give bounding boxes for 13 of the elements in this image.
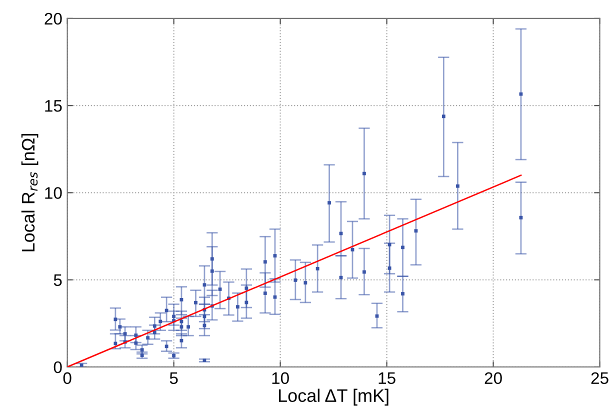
y-tick-label: 20 <box>44 12 62 25</box>
x-tick-label: 5 <box>170 372 178 384</box>
y-tick-label: 10 <box>45 187 62 199</box>
y-tick-label: 5 <box>54 274 62 286</box>
x-tick-label: 10 <box>272 372 289 384</box>
y-tick-label: 15 <box>45 100 62 112</box>
x-tick-label: 15 <box>378 372 396 384</box>
x-axis-title: Local ΔT [mK] <box>278 388 388 406</box>
x-tick-label: 0 <box>63 372 72 384</box>
x-tick-label: 25 <box>591 372 608 384</box>
x-tick-label: 20 <box>484 372 502 384</box>
y-axis-title: Local R$_{res}$ [nΩ] <box>21 134 38 252</box>
y-tick-label: 0 <box>54 361 62 374</box>
